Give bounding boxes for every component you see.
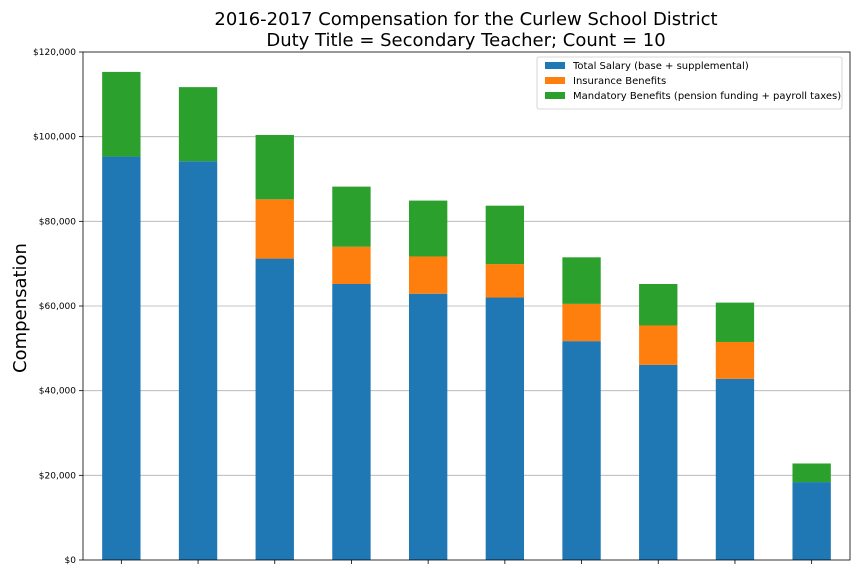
legend-label: Insurance Benefits (573, 76, 666, 87)
y-axis-label: Compensation (10, 243, 31, 373)
bar-segment (715, 302, 755, 342)
bar-segment (639, 283, 678, 326)
bar-segment (332, 283, 371, 560)
legend-swatch (545, 77, 565, 84)
bar-segment (715, 378, 755, 560)
y-tick-label: $80,000 (39, 217, 76, 227)
bar-segment (792, 463, 831, 483)
legend: Total Salary (base + supplemental) Insura… (536, 56, 843, 110)
bar-segment (408, 293, 448, 560)
bar-segment (639, 364, 678, 560)
legend-swatch (545, 62, 565, 69)
y-tick-label: $40,000 (39, 387, 76, 397)
bar-segment (408, 256, 448, 294)
chart-title: 2016-2017 Compensation for the Curlew Sc… (214, 9, 717, 30)
bar-segment (332, 246, 371, 284)
bar-segment (255, 199, 294, 259)
y-tick-label: $120,000 (33, 48, 76, 58)
legend-label: Total Salary (base + supplemental) (572, 61, 749, 72)
y-tick-label: $100,000 (33, 133, 76, 143)
bar-segment (562, 257, 601, 304)
bar-segment (255, 134, 294, 200)
bar-segment (178, 161, 218, 560)
chart-subtitle: Duty Title = Secondary Teacher; Count = … (266, 30, 665, 51)
bar-segment (562, 303, 601, 342)
bar-segment (715, 341, 755, 379)
bars (102, 71, 831, 560)
bar-segment (485, 264, 525, 298)
bar-segment (408, 200, 448, 257)
y-tick-label: $60,000 (39, 302, 76, 312)
axes: $0 $20,000 $40,000 $60,000 $80,000 $100,000 $1… (33, 48, 851, 566)
bar-segment (332, 186, 371, 247)
y-tick-label: $20,000 (39, 471, 76, 481)
bar-segment (562, 341, 601, 560)
bar-segment (485, 297, 525, 560)
bar-segment (255, 258, 294, 560)
bar-segment (102, 156, 141, 560)
legend-box (536, 56, 843, 110)
legend-label: Mandatory Benefits (pension funding + pa… (573, 91, 841, 102)
bar-segment (485, 205, 525, 265)
bar-segment (639, 325, 678, 365)
bar-segment (178, 87, 218, 162)
y-tick-label: $0 (65, 556, 77, 566)
bar-segment (102, 71, 141, 157)
legend-swatch (545, 92, 565, 99)
bar-segment (792, 482, 831, 560)
plot-frame (82, 51, 851, 561)
